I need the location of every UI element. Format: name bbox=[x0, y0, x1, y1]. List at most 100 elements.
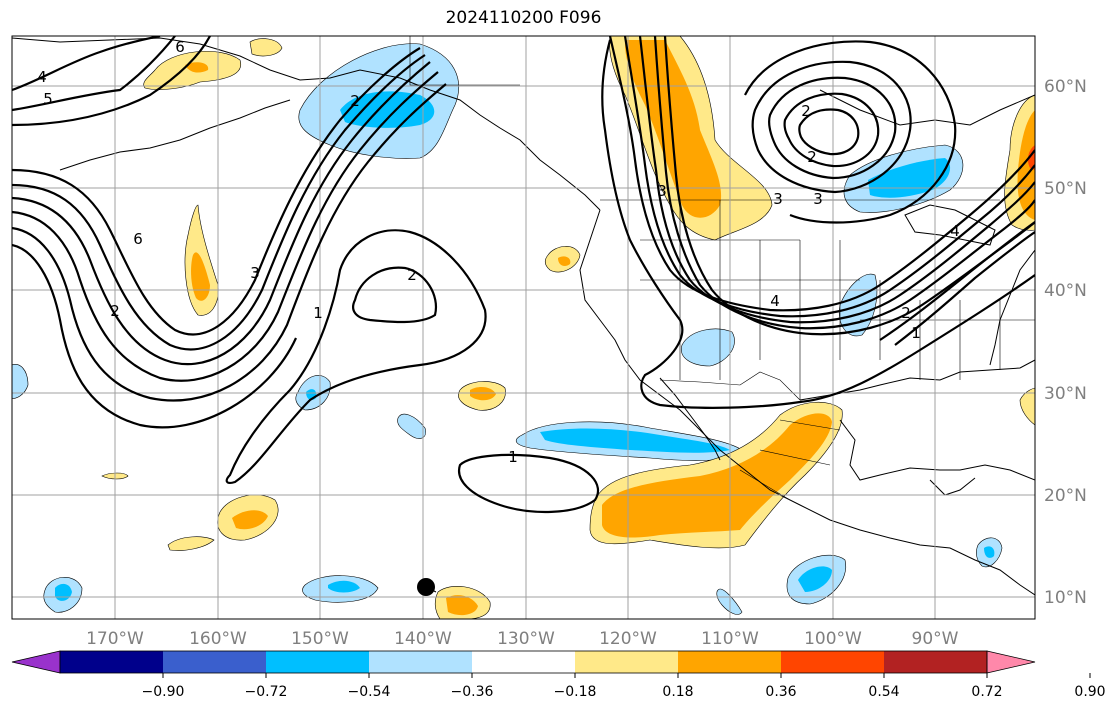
marker-dot bbox=[417, 578, 435, 596]
contour-great-lakes-low-3 bbox=[783, 92, 880, 168]
shade-small-blue-7b bbox=[984, 546, 995, 558]
colorbar-segment bbox=[369, 651, 473, 673]
contour-label-6: 3 bbox=[250, 264, 260, 282]
contour-west-trough-1 bbox=[12, 47, 421, 336]
shade-small-blue-8 bbox=[12, 364, 29, 399]
contour-label-5: 6 bbox=[133, 230, 143, 248]
map-background bbox=[12, 36, 1035, 619]
map-frame bbox=[11, 35, 1036, 620]
lat-label-10n: 10°N bbox=[1044, 588, 1087, 608]
contour-label-16: 2 bbox=[807, 148, 817, 166]
lon-label-100w: 100°W bbox=[804, 629, 862, 649]
lat-label-50n: 50°N bbox=[1044, 179, 1087, 199]
shade-small-orange-2 bbox=[558, 256, 571, 266]
contour-rockies-6 bbox=[601, 39, 1035, 409]
contour-rockies-4 bbox=[653, 36, 1035, 330]
contour-label-4: 2 bbox=[350, 92, 360, 110]
contour-label-15: 4 bbox=[950, 222, 960, 240]
lon-label-140w: 140°W bbox=[394, 629, 452, 649]
contour-label-1: 6 bbox=[175, 38, 185, 56]
shade-small-orange-5 bbox=[232, 510, 268, 530]
colorbar-tick-label: −0.90 bbox=[142, 684, 185, 700]
colorbar-tick-label: 0.36 bbox=[765, 684, 796, 700]
coast-yucatan bbox=[929, 477, 976, 496]
colorbar-segment bbox=[60, 651, 164, 673]
colorbar-tick-label: 0.54 bbox=[868, 684, 899, 700]
border-alaska-canada bbox=[409, 36, 520, 86]
shade-east-orange bbox=[1017, 110, 1035, 220]
contour-closed-3 bbox=[457, 453, 600, 514]
colorbar-tick-label: 0.18 bbox=[662, 684, 693, 700]
shade-small-yellow-6 bbox=[167, 536, 215, 551]
contour-closed-1 bbox=[225, 229, 487, 484]
coast-aleutians bbox=[59, 99, 291, 171]
contour-rockies-1 bbox=[608, 36, 1035, 312]
colorbar-tick-label: −0.72 bbox=[245, 684, 288, 700]
colorbar-ticks: −0.90 −0.72 −0.54 −0.36 −0.18 0.18 0.36 0.54 0.7… bbox=[142, 673, 1105, 700]
colorbar-segment bbox=[575, 651, 679, 673]
colorbar-segment bbox=[781, 651, 885, 673]
lon-label-170w: 170°W bbox=[86, 629, 144, 649]
colorbar-tick-label: −0.54 bbox=[348, 684, 391, 700]
contour-label-12: 4 bbox=[770, 292, 780, 310]
gridlines bbox=[12, 36, 1035, 619]
lon-label-150w: 150°W bbox=[291, 629, 349, 649]
shade-mexico-orange bbox=[602, 413, 832, 538]
colorbar-segment bbox=[678, 651, 782, 673]
map-panel: 6 4 5 2 6 3 2 1 2 1 3 4 2 1 4 2 3 2 3 bbox=[11, 35, 1087, 649]
border-us-mexico bbox=[659, 371, 801, 401]
shade-small-yellow-1 bbox=[249, 38, 283, 57]
colorbar-extend-high bbox=[986, 650, 1036, 674]
lon-label-110w: 110°W bbox=[701, 629, 759, 649]
contour-west-trough-5 bbox=[12, 83, 447, 402]
contour-east-2 bbox=[894, 231, 1035, 346]
shade-small-blue-5 bbox=[716, 588, 743, 615]
shade-subtropical-blue bbox=[540, 428, 730, 453]
longitude-labels: 170°W 160°W 150°W 140°W 130°W 120°W 110°… bbox=[86, 629, 959, 649]
shade-aleutian-orange bbox=[185, 62, 209, 73]
contour-closed-2 bbox=[352, 266, 438, 324]
colorbar-tick-label: −0.36 bbox=[451, 684, 494, 700]
contour-rockies-3 bbox=[638, 36, 1035, 324]
contour-label-7: 2 bbox=[110, 302, 120, 320]
shade-hawaii-n-orange bbox=[191, 252, 210, 301]
lon-label-120w: 120°W bbox=[599, 629, 657, 649]
colorbar-outline bbox=[59, 650, 988, 674]
colorbar-segments bbox=[11, 650, 1036, 674]
colorbar-extend-low bbox=[11, 650, 61, 674]
colorbar-segment bbox=[163, 651, 267, 673]
contour-west-trough-2 bbox=[12, 54, 426, 351]
contour-label-2: 4 bbox=[37, 68, 47, 86]
contour-west-trough-4 bbox=[12, 71, 439, 382]
lat-label-30n: 30°N bbox=[1044, 384, 1087, 404]
contour-west-trough-6 bbox=[12, 243, 298, 429]
contour-west-trough-3 bbox=[12, 61, 431, 366]
lat-label-20n: 20°N bbox=[1044, 486, 1087, 506]
shade-rockies-orange bbox=[624, 40, 722, 218]
colorbar: −0.90 −0.72 −0.54 −0.36 −0.18 0.18 0.36 0.54 0.7… bbox=[11, 650, 1105, 700]
contour-label-9: 2 bbox=[407, 266, 417, 284]
contour-label-14: 1 bbox=[911, 324, 921, 342]
lat-label-60n: 60°N bbox=[1044, 77, 1087, 97]
lat-label-40n: 40°N bbox=[1044, 281, 1087, 301]
contour-alaska-2 bbox=[12, 36, 176, 112]
coast-us-west bbox=[579, 209, 1035, 596]
contour-alaska-1 bbox=[12, 36, 161, 92]
contour-label-8: 1 bbox=[313, 304, 323, 322]
contour-label-17: 3 bbox=[813, 190, 823, 208]
shade-small-blue-4b bbox=[328, 580, 360, 593]
contour-great-lakes-low-1 bbox=[751, 60, 912, 194]
colorbar-segment bbox=[472, 651, 576, 673]
coast-baja bbox=[659, 377, 721, 461]
contour-great-lakes-low-5 bbox=[744, 40, 957, 224]
shade-small-blue-2 bbox=[397, 413, 426, 439]
shade-gulf-alaska-blue bbox=[340, 91, 435, 128]
colorbar-segment bbox=[884, 651, 988, 673]
contour-great-lakes-low-2 bbox=[767, 76, 897, 180]
coast-alaska bbox=[12, 37, 601, 211]
shade-small-orange-3 bbox=[470, 386, 496, 401]
colorbar-tick-label: 0.72 bbox=[971, 684, 1002, 700]
contour-labels: 6 4 5 2 6 3 2 1 2 1 3 4 2 1 4 2 3 2 3 bbox=[37, 38, 960, 466]
shade-mexico-light-blue bbox=[681, 328, 735, 367]
